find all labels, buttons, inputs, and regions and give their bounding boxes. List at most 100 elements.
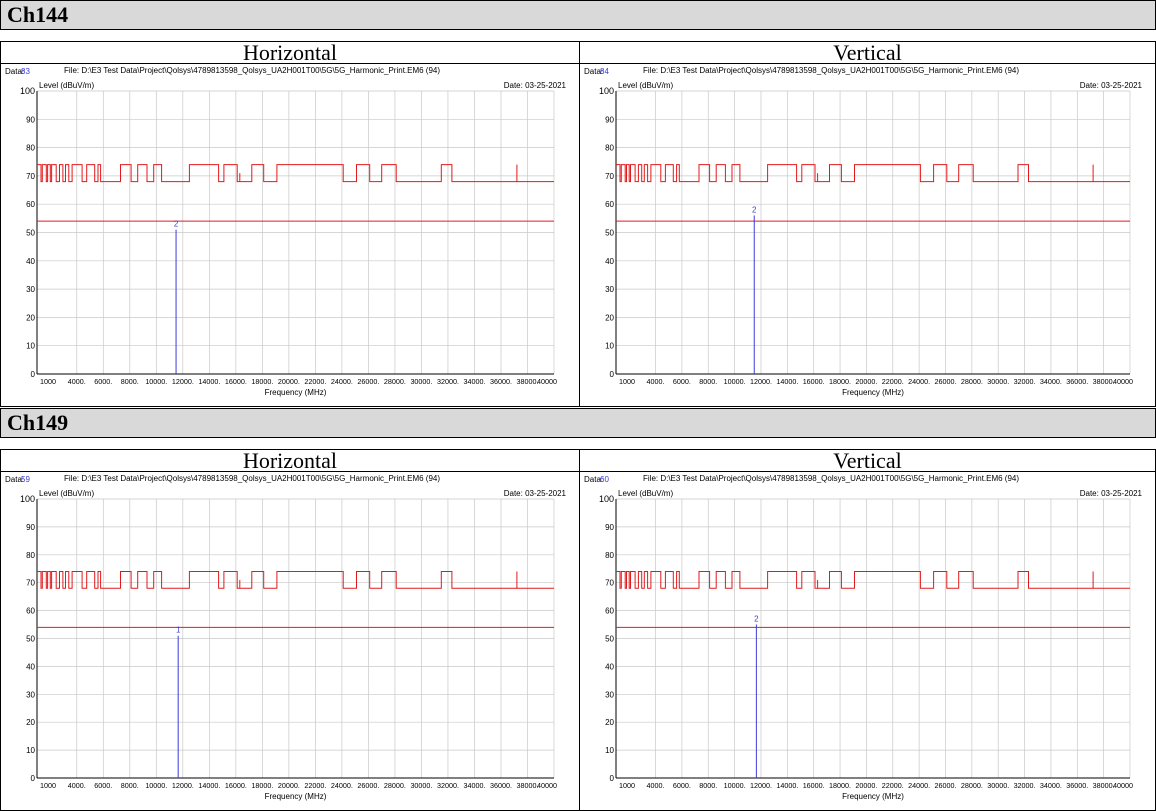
x-tick-label: 32000. bbox=[437, 377, 459, 386]
y-axis-label: Level (dBuV/m) bbox=[618, 489, 673, 498]
x-tick-label: 14000. bbox=[198, 781, 220, 790]
chart-date: Date: 03-25-2021 bbox=[504, 489, 567, 498]
polarization-label: Vertical bbox=[579, 41, 1156, 64]
chart-panel: Data: 84 File: D:\E3 Test Data\Project\Qol… bbox=[579, 63, 1156, 407]
x-tick-label: 4000. bbox=[68, 781, 86, 790]
y-tick-label: 20 bbox=[26, 313, 35, 322]
y-tick-label: 30 bbox=[605, 285, 614, 294]
y-tick-label: 0 bbox=[610, 774, 615, 783]
peak-limit-line bbox=[37, 571, 554, 589]
marker-label: 1 bbox=[176, 626, 181, 635]
file-path: File: D:\E3 Test Data\Project\Qolsys\478… bbox=[643, 474, 1019, 483]
x-tick-label: 38000. bbox=[1093, 377, 1115, 386]
x-tick-label: 8000. bbox=[121, 377, 139, 386]
x-axis-label: Frequency (MHz) bbox=[842, 792, 904, 801]
data-label: Data: bbox=[584, 67, 603, 76]
peak-limit-line bbox=[616, 571, 1130, 589]
x-tick-label: 18000. bbox=[829, 377, 851, 386]
x-tick-label: 10000. bbox=[724, 781, 746, 790]
polarization-label: Vertical bbox=[579, 449, 1156, 472]
y-tick-label: 60 bbox=[26, 607, 35, 616]
x-tick-label: 1000 bbox=[40, 781, 56, 790]
x-axis-label: Frequency (MHz) bbox=[265, 388, 327, 397]
data-label: Data: bbox=[5, 67, 24, 76]
y-tick-label: 70 bbox=[605, 579, 614, 588]
y-tick-label: 20 bbox=[605, 718, 614, 727]
x-tick-label: 6000. bbox=[673, 377, 691, 386]
x-tick-label: 22000. bbox=[304, 377, 326, 386]
x-axis-label: Frequency (MHz) bbox=[265, 792, 327, 801]
chart-date: Date: 03-25-2021 bbox=[1080, 489, 1143, 498]
y-tick-label: 60 bbox=[605, 607, 614, 616]
x-tick-label: 28000. bbox=[384, 781, 406, 790]
marker-label: 2 bbox=[754, 615, 759, 624]
grid bbox=[36, 90, 555, 375]
data-label: Data: bbox=[5, 475, 24, 484]
marker-label: 2 bbox=[752, 206, 757, 215]
x-tick-label: 34000. bbox=[463, 377, 485, 386]
x-tick-label: 18000. bbox=[251, 781, 273, 790]
x-tick-label: 14000. bbox=[776, 781, 798, 790]
y-tick-label: 0 bbox=[31, 370, 36, 379]
grid bbox=[615, 90, 1131, 375]
y-tick-label: 50 bbox=[605, 229, 614, 238]
chart-date: Date: 03-25-2021 bbox=[1080, 81, 1143, 90]
x-tick-label: 26000. bbox=[934, 781, 956, 790]
x-tick-label: 30000. bbox=[410, 781, 432, 790]
file-path: File: D:\E3 Test Data\Project\Qolsys\478… bbox=[643, 66, 1019, 75]
x-tick-label: 1000 bbox=[619, 781, 635, 790]
x-tick-label: 4000. bbox=[68, 377, 86, 386]
x-tick-label: 38000. bbox=[516, 781, 538, 790]
x-tick-label: 18000. bbox=[251, 377, 273, 386]
x-tick-label: 1000 bbox=[40, 377, 56, 386]
x-tick-label: 20000. bbox=[278, 781, 300, 790]
x-tick-label: 36000. bbox=[490, 377, 512, 386]
y-tick-label: 10 bbox=[26, 746, 35, 755]
chart-svg: Data:60 File: D:\E3 Test Data\Project\Qol… bbox=[584, 474, 1143, 801]
y-tick-label: 20 bbox=[605, 313, 614, 322]
y-tick-label: 90 bbox=[26, 523, 35, 532]
chart-svg: Data:84 File: D:\E3 Test Data\Project\Qol… bbox=[584, 66, 1143, 397]
x-tick-label: 14000. bbox=[776, 377, 798, 386]
x-tick-label: 10000. bbox=[145, 377, 167, 386]
y-tick-label: 80 bbox=[605, 551, 614, 560]
x-tick-label: 10000. bbox=[724, 377, 746, 386]
data-number: 60 bbox=[600, 475, 609, 484]
x-tick-label: 40000 bbox=[537, 377, 557, 386]
x-tick-label: 20000. bbox=[855, 377, 877, 386]
x-tick-label: 4000. bbox=[647, 377, 665, 386]
x-tick-label: 22000. bbox=[304, 781, 326, 790]
x-tick-label: 36000. bbox=[1066, 377, 1088, 386]
x-tick-label: 38000. bbox=[1093, 781, 1115, 790]
y-tick-label: 10 bbox=[26, 342, 35, 351]
y-tick-label: 40 bbox=[26, 257, 35, 266]
y-tick-label: 40 bbox=[26, 662, 35, 671]
grid bbox=[615, 498, 1131, 779]
y-tick-label: 30 bbox=[605, 690, 614, 699]
y-tick-label: 20 bbox=[26, 718, 35, 727]
x-tick-label: 30000. bbox=[410, 377, 432, 386]
y-tick-label: 50 bbox=[26, 229, 35, 238]
peak-limit-line bbox=[37, 164, 554, 183]
x-tick-label: 22000. bbox=[882, 781, 904, 790]
data-number: 83 bbox=[21, 67, 30, 76]
x-tick-label: 34000. bbox=[1040, 781, 1062, 790]
x-tick-label: 34000. bbox=[463, 781, 485, 790]
y-tick-label: 100 bbox=[599, 494, 614, 504]
x-tick-label: 16000. bbox=[225, 781, 247, 790]
x-tick-label: 32000. bbox=[1014, 781, 1036, 790]
x-tick-label: 36000. bbox=[490, 781, 512, 790]
x-tick-label: 40000 bbox=[1113, 781, 1133, 790]
x-tick-label: 40000 bbox=[1113, 377, 1133, 386]
y-tick-label: 30 bbox=[26, 690, 35, 699]
y-tick-label: 90 bbox=[26, 115, 35, 124]
chart-panel: Data: 59 File: D:\E3 Test Data\Project\Qol… bbox=[0, 471, 580, 811]
x-tick-label: 24000. bbox=[908, 377, 930, 386]
y-tick-label: 80 bbox=[26, 144, 35, 153]
section-header-1: Ch149 bbox=[0, 408, 1156, 438]
x-tick-label: 24000. bbox=[331, 377, 353, 386]
x-tick-label: 12000. bbox=[172, 377, 194, 386]
x-tick-label: 10000. bbox=[145, 781, 167, 790]
y-tick-label: 60 bbox=[605, 200, 614, 209]
x-tick-label: 6000. bbox=[673, 781, 691, 790]
